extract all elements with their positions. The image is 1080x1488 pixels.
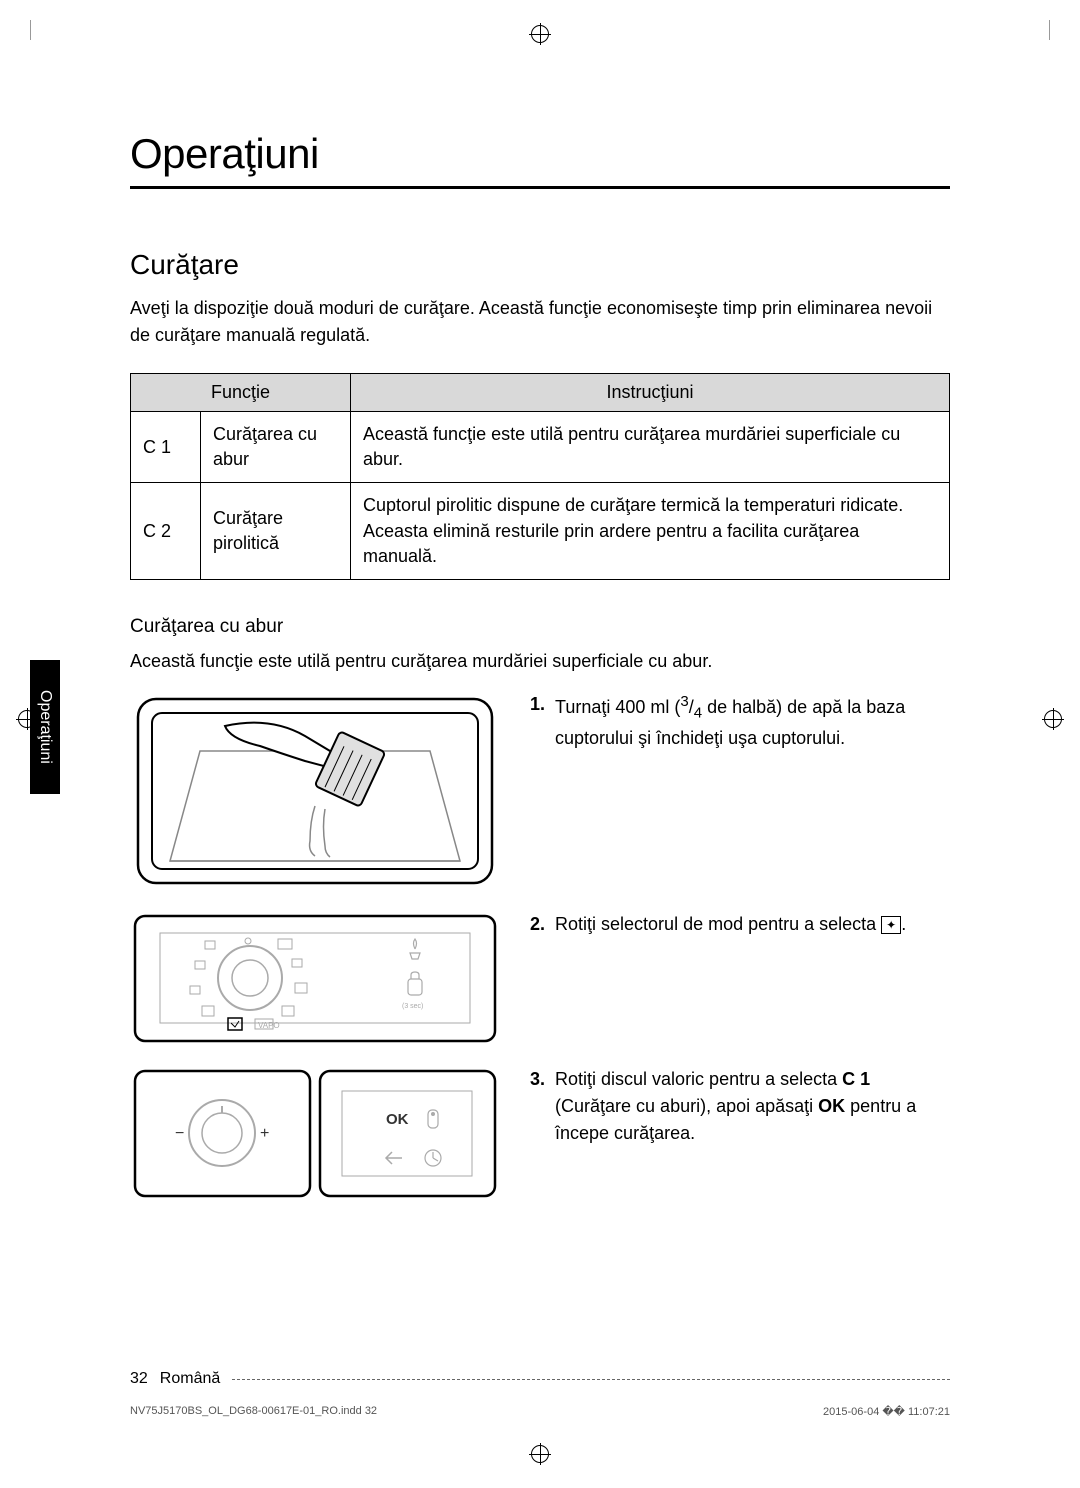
crop-mark-icon: [531, 25, 549, 43]
step-body: Rotiţi selectorul de mod pentru a select…: [555, 911, 950, 1046]
step-text: 1. Turnaţi 400 ml (3/4 de halbă) de apă …: [530, 691, 950, 891]
function-name: Curăţarea cu abur: [201, 412, 351, 483]
functions-table: Funcţie Instrucţiuni C 1 Curăţarea cu ab…: [130, 373, 950, 580]
svg-text:(3 sec): (3 sec): [402, 1003, 423, 1010]
page-title: Operaţiuni: [130, 130, 950, 178]
step-body: Rotiţi discul valoric pentru a selecta C…: [555, 1066, 950, 1201]
function-instructions: Această funcţie este utilă pentru curăţa…: [351, 412, 950, 483]
table-header-function: Funcţie: [131, 374, 351, 412]
table-row: C 2 Curăţare pirolitică Cuptorul pirolit…: [131, 483, 950, 580]
svg-text:OK: OK: [386, 1111, 409, 1128]
step-number: 2.: [530, 911, 545, 1046]
table-row: C 1 Curăţarea cu abur Această funcţie es…: [131, 412, 950, 483]
subsection-desc: Această funcţie este utilă pentru curăţa…: [130, 648, 950, 675]
print-metadata: NV75J5170BS_OL_DG68-00617E-01_RO.indd 32…: [130, 1405, 950, 1418]
step-row: − + OK 3. Rotiţi discul valoric pentru a…: [130, 1066, 950, 1201]
step-text: 2. Rotiţi selectorul de mod pentru a sel…: [530, 911, 950, 1046]
step-text: 3. Rotiţi discul valoric pentru a select…: [530, 1066, 950, 1201]
footer-language: Română: [160, 1370, 220, 1388]
page-footer: 32 Română: [130, 1370, 950, 1388]
intro-text: Aveţi la dispoziţie două moduri de curăţ…: [130, 295, 950, 349]
step-row: VAPO (3 sec) 2. Rotiţi selectorul de mod…: [130, 911, 950, 1046]
control-panel-illustration: VAPO (3 sec): [130, 911, 500, 1046]
crop-mark-icon: [531, 1445, 549, 1463]
function-instructions: Cuptorul pirolitic dispune de curăţare t…: [351, 483, 950, 580]
step-number: 1.: [530, 691, 545, 891]
function-name: Curăţare pirolitică: [201, 483, 351, 580]
function-code: C 1: [131, 412, 201, 483]
sparkle-icon: ✦: [881, 916, 901, 934]
section-heading: Curăţare: [130, 249, 950, 281]
oven-pour-illustration: [130, 691, 500, 891]
section-tab: Operaţiuni: [30, 660, 60, 794]
step-number: 3.: [530, 1066, 545, 1201]
page-number: 32: [130, 1370, 148, 1388]
print-timestamp: 2015-06-04 �� 11:07:21: [823, 1405, 950, 1418]
svg-text:+: +: [260, 1125, 269, 1142]
step-row: 1. Turnaţi 400 ml (3/4 de halbă) de apă …: [130, 691, 950, 891]
dial-ok-illustration: − + OK: [130, 1066, 500, 1201]
function-code: C 2: [131, 483, 201, 580]
title-rule: [130, 186, 950, 189]
subsection-heading: Curăţarea cu abur: [130, 616, 950, 638]
table-header-instructions: Instrucţiuni: [351, 374, 950, 412]
svg-text:−: −: [175, 1125, 184, 1142]
crop-mark-icon: [1044, 710, 1062, 728]
print-filename: NV75J5170BS_OL_DG68-00617E-01_RO.indd 32: [130, 1405, 377, 1418]
step-body: Turnaţi 400 ml (3/4 de halbă) de apă la …: [555, 691, 950, 891]
